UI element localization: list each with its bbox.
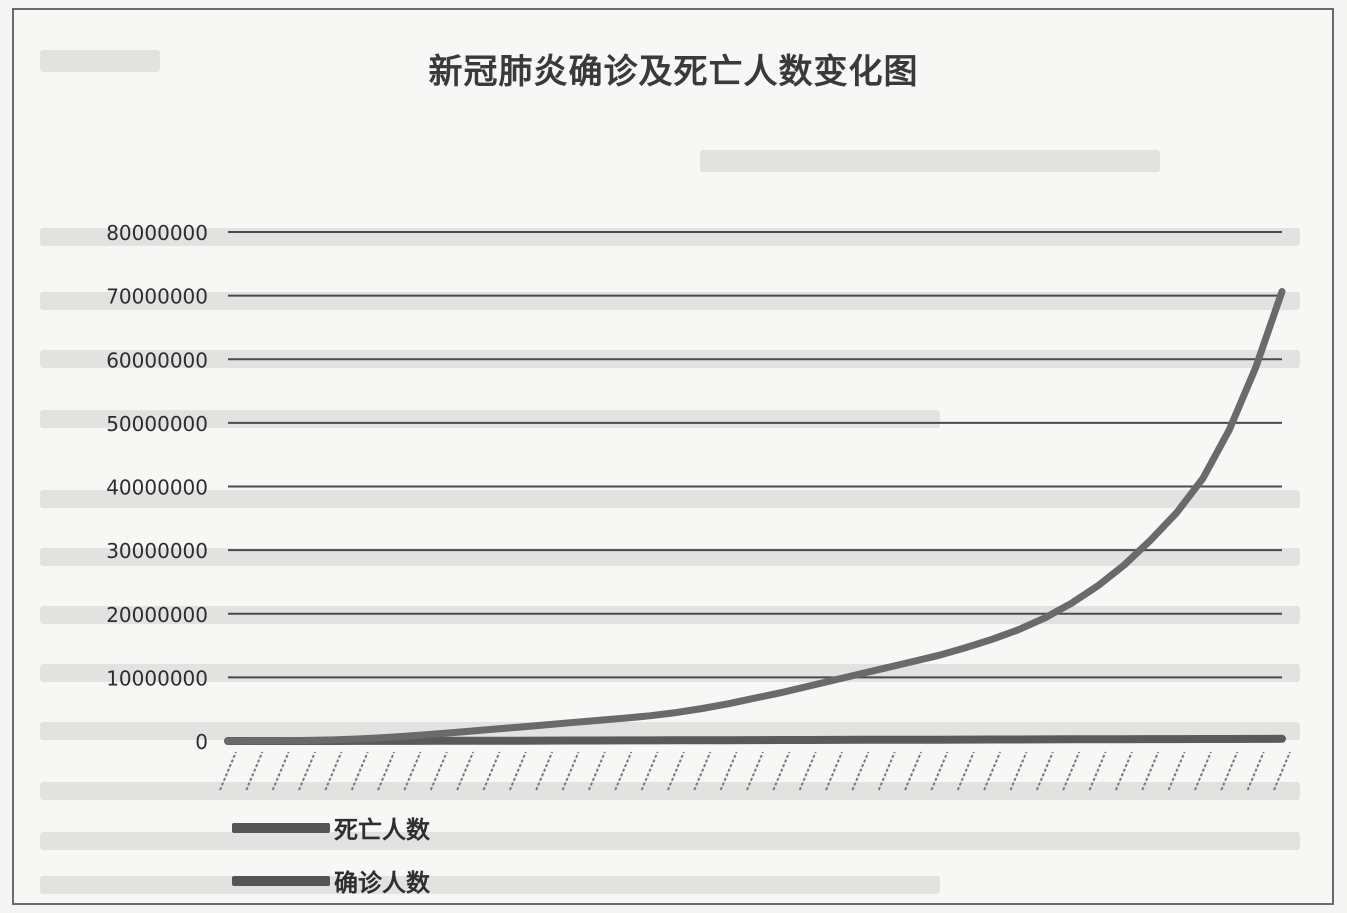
x-tick-mark — [851, 751, 870, 791]
x-tick-mark — [1167, 751, 1186, 791]
x-tick-mark — [1062, 751, 1081, 791]
x-tick-mark — [561, 751, 580, 791]
x-tick-mark — [667, 751, 685, 791]
y-tick-label: 20000000 — [106, 603, 208, 627]
x-tick-mark — [298, 751, 316, 791]
x-tick-mark — [746, 751, 764, 791]
y-tick-label: 30000000 — [106, 539, 208, 563]
x-tick-mark — [508, 751, 527, 791]
y-tick-label: 10000000 — [106, 666, 208, 690]
x-tick-mark — [271, 751, 290, 791]
x-tick-mark — [614, 751, 633, 791]
x-tick-mark — [1246, 751, 1265, 791]
y-tick-label: 40000000 — [106, 476, 208, 500]
x-tick-mark — [877, 751, 896, 791]
x-tick-mark — [429, 751, 448, 791]
x-tick-mark — [324, 751, 343, 791]
x-tick-mark — [1273, 751, 1291, 791]
x-tick-mark — [930, 751, 949, 791]
x-tick-mark — [956, 751, 975, 791]
y-tick-label: 60000000 — [106, 348, 208, 372]
x-tick-mark — [1194, 751, 1212, 791]
x-tick-mark — [798, 751, 817, 791]
legend-label: 死亡人数 — [334, 816, 430, 844]
x-tick-mark — [904, 751, 923, 791]
legend-swatch — [232, 876, 330, 886]
x-tick-mark — [245, 751, 264, 791]
x-tick-mark — [1088, 751, 1107, 791]
x-tick-mark — [456, 751, 475, 791]
x-tick-mark — [693, 751, 712, 791]
x-tick-mark — [1114, 751, 1133, 791]
series-line-deaths — [224, 734, 1286, 745]
series-line-confirmed — [224, 288, 1286, 745]
x-tick-mark — [825, 751, 843, 791]
x-tick-mark — [640, 751, 659, 791]
x-tick-mark — [587, 751, 606, 791]
x-tick-mark — [772, 751, 791, 791]
legend-label: 确诊人数 — [334, 869, 430, 897]
x-tick-mark — [719, 751, 738, 791]
y-tick-label: 80000000 — [106, 221, 208, 245]
x-tick-mark — [1035, 751, 1054, 791]
x-tick-mark — [350, 751, 369, 791]
y-tick-label: 70000000 — [106, 285, 208, 309]
x-tick-mark — [1220, 751, 1239, 791]
legend-swatch — [232, 823, 330, 833]
x-tick-mark — [983, 751, 1002, 791]
x-tick-mark — [1009, 751, 1028, 791]
x-tick-mark — [377, 751, 396, 791]
chart-title: 新冠肺炎确诊及死亡人数变化图 — [428, 52, 919, 92]
y-tick-label: 50000000 — [106, 412, 208, 436]
x-tick-mark — [482, 751, 501, 791]
x-tick-mark — [219, 751, 237, 791]
x-tick-mark — [535, 751, 554, 791]
x-tick-mark — [403, 751, 422, 791]
x-tick-mark — [1141, 751, 1160, 791]
y-tick-label: 0 — [195, 730, 208, 754]
